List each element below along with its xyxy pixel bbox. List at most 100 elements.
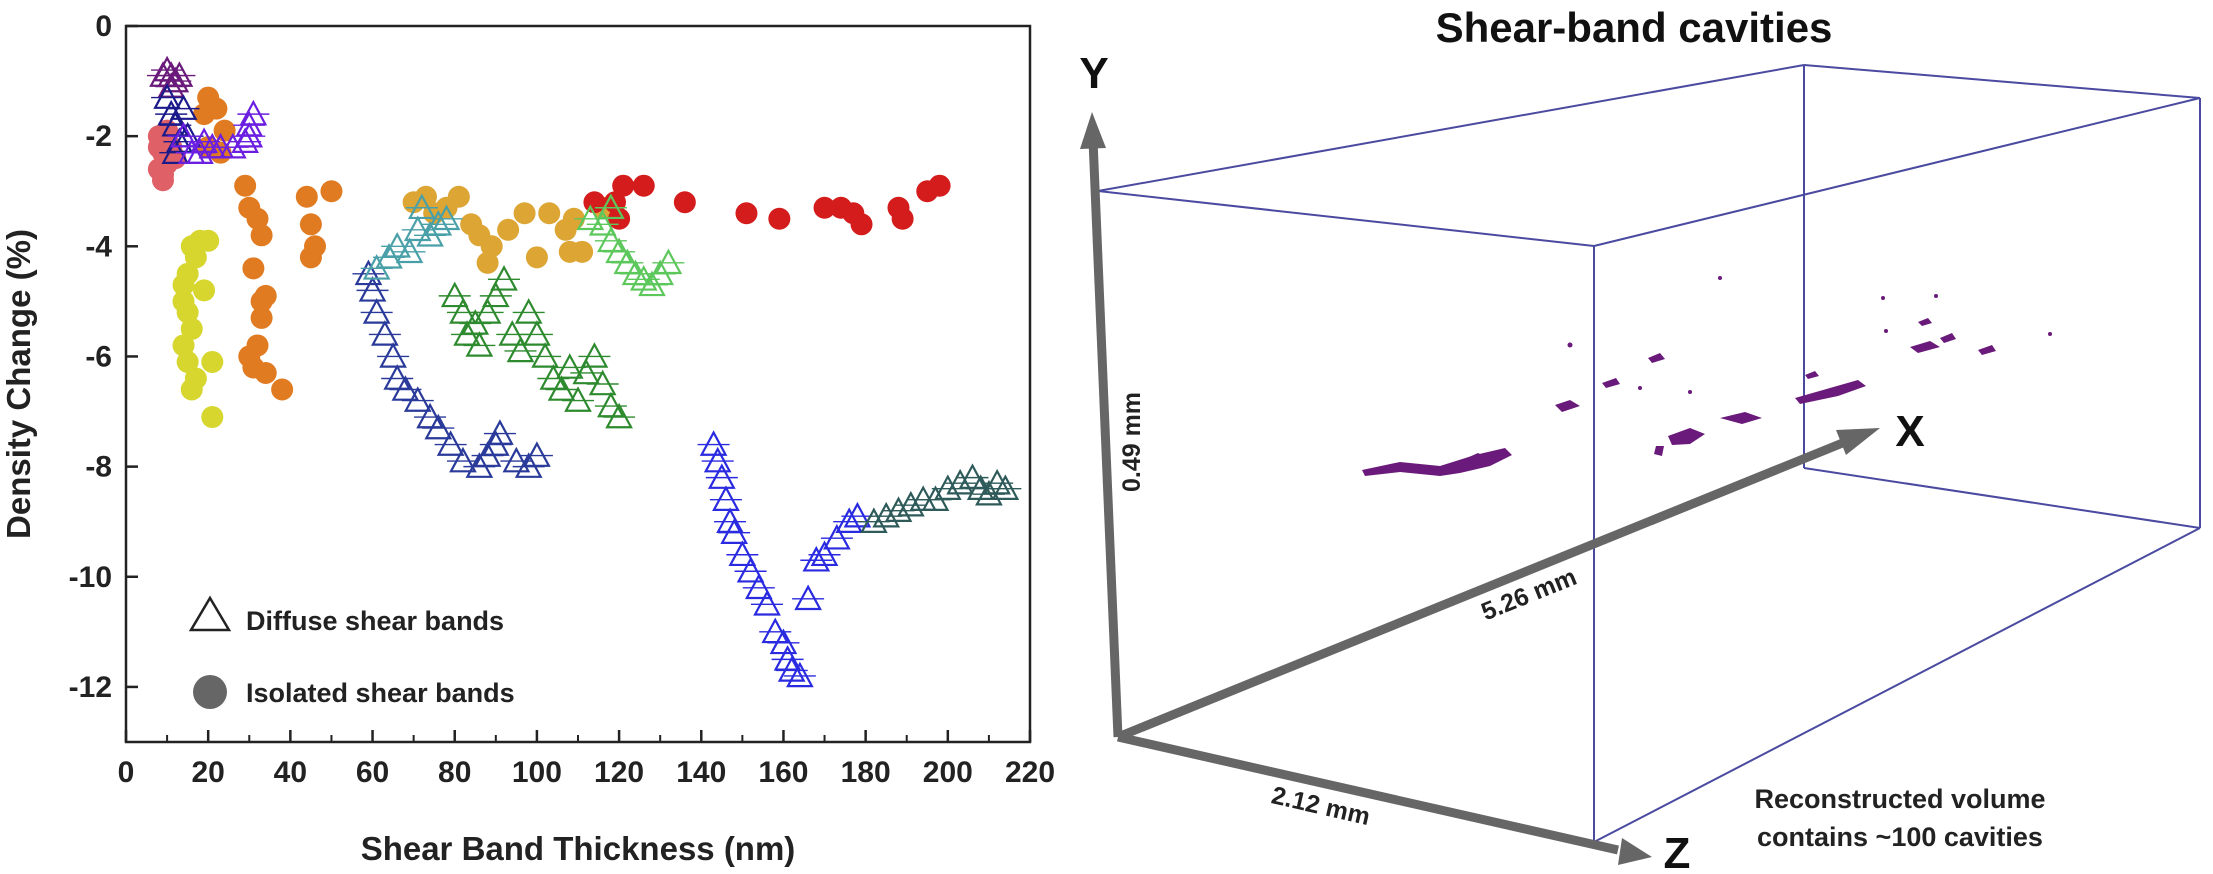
y-tick-label: 0 — [95, 10, 112, 43]
data-point — [184, 367, 207, 390]
data-point — [891, 207, 914, 230]
data-point — [176, 350, 199, 373]
series-11 — [574, 193, 685, 297]
data-point — [735, 202, 758, 225]
data-point — [597, 391, 625, 418]
data-point — [371, 320, 399, 346]
y-tick-label: -4 — [85, 230, 112, 263]
data-point — [564, 386, 592, 412]
data-point — [299, 213, 322, 236]
coordinate-axes — [1080, 112, 1880, 865]
data-point — [271, 378, 294, 401]
axis-ticks — [124, 24, 1032, 742]
volume-note-line-2: contains ~100 cavities — [1757, 822, 2043, 852]
data-point — [896, 490, 925, 517]
series-9 — [360, 193, 463, 280]
data-point — [498, 320, 527, 346]
shear-band-cavity-volume: Shear-band cavities — [1079, 4, 2201, 874]
series-13 — [857, 463, 1022, 533]
data-point — [720, 518, 748, 545]
z-arrowhead-icon — [1618, 838, 1652, 865]
data-point — [205, 97, 228, 120]
x-tick-label: 220 — [1005, 756, 1055, 789]
data-point — [547, 375, 576, 401]
data-point — [523, 441, 551, 467]
data-point — [716, 507, 744, 533]
series-8 — [352, 259, 553, 478]
data-point — [416, 402, 444, 429]
data-point — [242, 257, 265, 280]
axis-letter-z: Z — [1664, 829, 1691, 874]
data-point — [605, 237, 633, 264]
data-point — [502, 446, 531, 473]
data-point — [823, 523, 851, 550]
data-point — [254, 361, 277, 384]
data-point — [250, 290, 273, 313]
y-tick-label: -12 — [69, 671, 112, 704]
data-point — [933, 474, 962, 500]
data-point — [588, 209, 617, 236]
data-point — [447, 185, 470, 208]
series-4 — [583, 174, 951, 236]
data-point — [235, 121, 264, 148]
data-point — [654, 248, 683, 275]
data-point — [744, 573, 773, 600]
data-point — [424, 413, 453, 440]
data-point — [835, 507, 864, 533]
data-point — [169, 94, 198, 120]
data-point — [707, 463, 736, 489]
data-point — [525, 246, 548, 269]
axis-letter-y: Y — [1079, 49, 1108, 98]
data-point — [786, 661, 814, 688]
data-point — [958, 463, 987, 489]
data-point — [395, 237, 424, 264]
data-point — [436, 430, 465, 456]
x-tick-label: 140 — [676, 756, 726, 789]
y-tick-label: -8 — [85, 451, 112, 484]
data-point — [555, 353, 584, 379]
data-point — [490, 265, 518, 291]
z-axis-arrow — [1117, 732, 1619, 855]
data-point — [773, 645, 802, 671]
y-axis-arrow — [1088, 139, 1123, 738]
data-point — [424, 209, 453, 236]
y-tick-label: -2 — [85, 120, 112, 153]
x-tick-labels: 0 20 40 60 80 100 120 140 160 180 200 220 — [118, 756, 1055, 789]
data-point — [201, 350, 224, 373]
data-point — [165, 61, 194, 87]
x-tick-label: 160 — [758, 756, 808, 789]
data-point — [768, 207, 791, 230]
data-point — [523, 320, 551, 346]
x-axis-title: Shear Band Thickness (nm) — [361, 830, 796, 867]
legend-circle-marker — [193, 675, 227, 709]
data-point — [728, 540, 757, 567]
data-point — [506, 336, 535, 363]
data-point — [172, 334, 195, 357]
data-point — [531, 342, 559, 368]
series-layer — [146, 55, 1022, 688]
legend-label-isolated: Isolated shear bands — [246, 678, 515, 708]
data-point — [414, 185, 437, 208]
data-point — [238, 345, 261, 368]
data-point — [197, 229, 220, 252]
data-point — [588, 369, 617, 396]
data-point — [295, 185, 318, 208]
data-point — [612, 174, 635, 197]
data-point — [860, 507, 888, 533]
data-point — [794, 584, 822, 611]
data-point — [157, 99, 186, 126]
data-point — [480, 235, 503, 258]
data-point — [884, 496, 913, 522]
data-point — [473, 298, 502, 324]
data-point — [605, 402, 633, 429]
data-point — [843, 501, 872, 528]
data-point — [699, 430, 728, 456]
axis-letter-x: X — [1895, 407, 1924, 456]
series-1 — [172, 229, 224, 429]
data-point — [379, 342, 407, 368]
data-point — [514, 298, 543, 324]
dim-label-y: 0.49 mm — [1118, 392, 1146, 492]
data-point — [703, 446, 732, 473]
density-change-chart: 0 20 40 60 80 100 120 140 160 180 200 220 0 -2 -4 -6 -8… — [0, 10, 1055, 867]
y-arrowhead-icon — [1080, 112, 1106, 149]
